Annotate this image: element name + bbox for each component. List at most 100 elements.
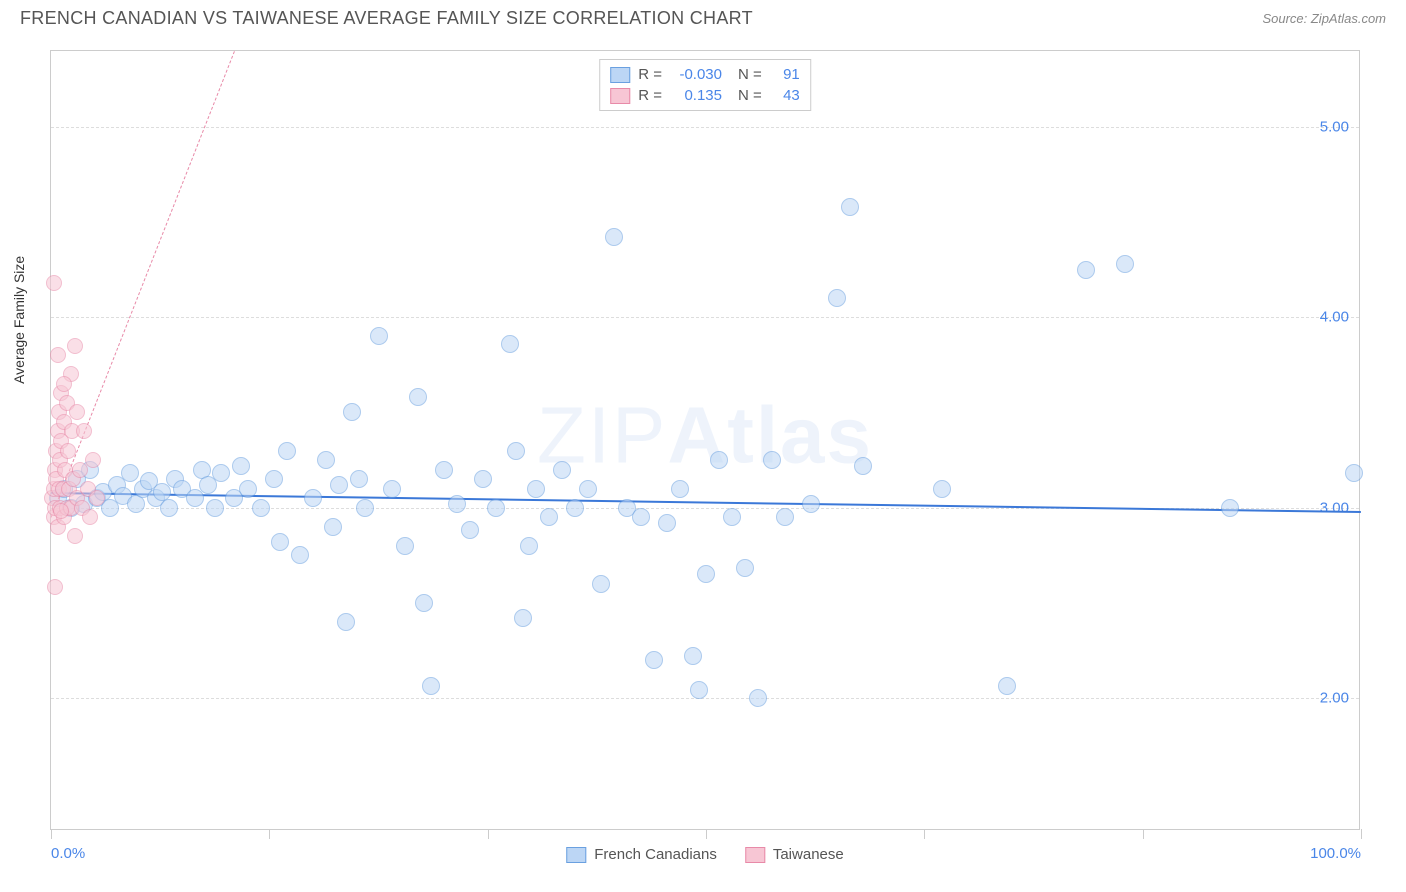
data-point <box>736 559 754 577</box>
legend-item: French Canadians <box>566 846 717 863</box>
data-point <box>527 480 545 498</box>
data-point <box>265 470 283 488</box>
data-point <box>47 579 63 595</box>
data-point <box>343 403 361 421</box>
data-point <box>252 499 270 517</box>
data-point <box>232 457 250 475</box>
data-point <box>67 528 83 544</box>
data-point <box>566 499 584 517</box>
data-point <box>802 495 820 513</box>
data-point <box>50 347 66 363</box>
data-point <box>160 499 178 517</box>
data-point <box>67 338 83 354</box>
data-point <box>304 489 322 507</box>
data-point <box>632 508 650 526</box>
data-point <box>579 480 597 498</box>
data-point <box>501 335 519 353</box>
data-point <box>330 476 348 494</box>
data-point <box>422 677 440 695</box>
data-point <box>723 508 741 526</box>
stat-n-value: 43 <box>770 87 800 104</box>
data-point <box>854 457 872 475</box>
y-tick-label: 5.00 <box>1320 119 1349 136</box>
data-point <box>461 521 479 539</box>
x-tick <box>51 829 52 839</box>
x-tick <box>1361 829 1362 839</box>
y-tick-label: 4.00 <box>1320 309 1349 326</box>
grid-line <box>51 698 1359 699</box>
trend-line <box>51 51 235 517</box>
data-point <box>186 489 204 507</box>
x-tick-label-left: 0.0% <box>51 845 85 862</box>
data-point <box>435 461 453 479</box>
data-point <box>514 609 532 627</box>
x-tick <box>269 829 270 839</box>
data-point <box>396 537 414 555</box>
data-point <box>710 451 728 469</box>
legend-label: Taiwanese <box>773 846 844 863</box>
data-point <box>271 533 289 551</box>
data-point <box>684 647 702 665</box>
grid-line <box>51 127 1359 128</box>
data-point <box>56 376 72 392</box>
data-point <box>356 499 374 517</box>
data-point <box>605 228 623 246</box>
chart-source: Source: ZipAtlas.com <box>1262 11 1386 26</box>
legend-swatch <box>566 847 586 863</box>
data-point <box>212 464 230 482</box>
data-point <box>690 681 708 699</box>
data-point <box>749 689 767 707</box>
y-tick-label: 2.00 <box>1320 689 1349 706</box>
data-point <box>82 509 98 525</box>
data-point <box>53 503 69 519</box>
data-point <box>933 480 951 498</box>
data-point <box>697 565 715 583</box>
data-point <box>76 423 92 439</box>
data-point <box>121 464 139 482</box>
stats-row: R =-0.030N =91 <box>610 64 800 85</box>
data-point <box>592 575 610 593</box>
data-point <box>46 275 62 291</box>
data-point <box>337 613 355 631</box>
stat-r-value: -0.030 <box>670 66 722 83</box>
y-axis-label: Average Family Size <box>11 256 27 384</box>
stat-r-label: R = <box>638 87 662 104</box>
x-tick <box>706 829 707 839</box>
data-point <box>474 470 492 488</box>
grid-line <box>51 317 1359 318</box>
data-point <box>278 442 296 460</box>
data-point <box>487 499 505 517</box>
data-point <box>239 480 257 498</box>
legend-swatch <box>610 67 630 83</box>
data-point <box>448 495 466 513</box>
data-point <box>671 480 689 498</box>
stat-n-label: N = <box>738 66 762 83</box>
data-point <box>317 451 335 469</box>
legend-swatch <box>745 847 765 863</box>
x-tick <box>924 829 925 839</box>
data-point <box>85 452 101 468</box>
x-tick-label-right: 100.0% <box>1310 845 1361 862</box>
chart-title: FRENCH CANADIAN VS TAIWANESE AVERAGE FAM… <box>20 8 753 29</box>
stat-n-value: 91 <box>770 66 800 83</box>
data-point <box>828 289 846 307</box>
data-point <box>841 198 859 216</box>
x-tick <box>1143 829 1144 839</box>
legend-item: Taiwanese <box>745 846 844 863</box>
data-point <box>507 442 525 460</box>
bottom-legend: French Canadians Taiwanese <box>566 846 843 863</box>
stat-n-label: N = <box>738 87 762 104</box>
data-point <box>1077 261 1095 279</box>
data-point <box>60 443 76 459</box>
data-point <box>206 499 224 517</box>
data-point <box>415 594 433 612</box>
data-point <box>69 404 85 420</box>
data-point <box>409 388 427 406</box>
data-point <box>520 537 538 555</box>
legend-swatch <box>610 88 630 104</box>
stats-row: R =0.135N =43 <box>610 85 800 106</box>
data-point <box>540 508 558 526</box>
data-point <box>998 677 1016 695</box>
chart-header: FRENCH CANADIAN VS TAIWANESE AVERAGE FAM… <box>0 0 1406 33</box>
y-tick-label: 3.00 <box>1320 499 1349 516</box>
